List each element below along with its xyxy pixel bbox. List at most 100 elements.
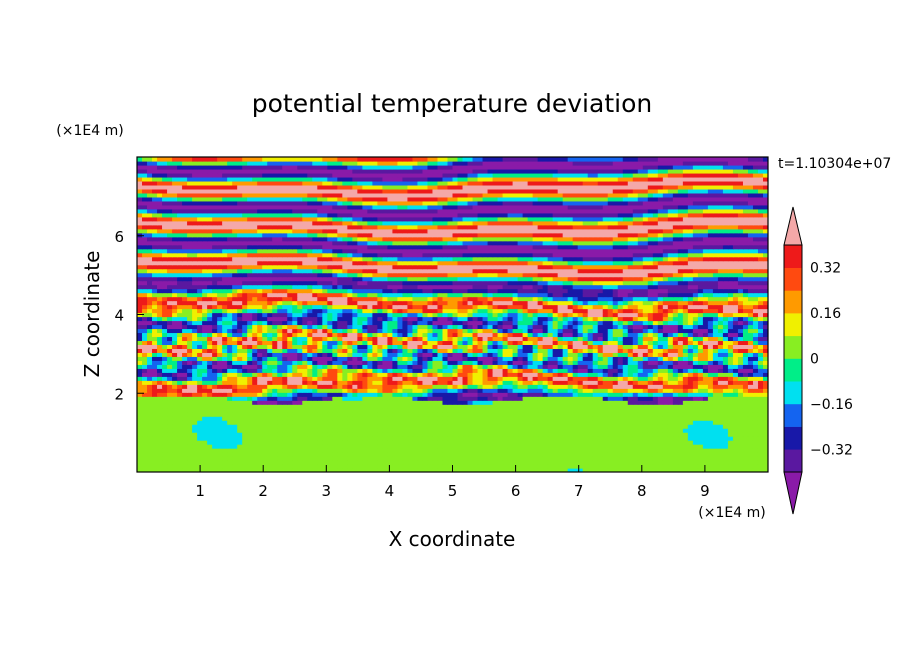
heatmap-cell	[247, 340, 253, 346]
heatmap-cell	[452, 436, 459, 441]
heatmap-cell	[192, 404, 198, 409]
heatmap-cell	[577, 380, 584, 385]
heatmap-cell	[382, 380, 388, 385]
heatmap-cell	[502, 416, 509, 421]
heatmap-cell	[607, 392, 614, 397]
heatmap-cell	[307, 336, 313, 342]
heatmap-cell	[552, 444, 559, 449]
heatmap-cell	[302, 328, 308, 334]
heatmap-cell	[357, 412, 363, 417]
heatmap-cell	[167, 420, 173, 425]
heatmap-cell	[407, 316, 414, 322]
heatmap-cell	[737, 368, 744, 373]
heatmap-cell	[752, 368, 759, 373]
heatmap-cell	[517, 348, 524, 353]
heatmap-cell	[262, 404, 268, 409]
heatmap-cell	[307, 464, 313, 469]
heatmap-cell	[162, 352, 168, 357]
heatmap-cell	[697, 340, 704, 346]
heatmap-cell	[232, 348, 238, 353]
heatmap-cell	[352, 360, 358, 365]
heatmap-cell	[272, 312, 278, 318]
heatmap-cell	[522, 320, 529, 326]
heatmap-cell	[702, 392, 709, 397]
heatmap-cell	[437, 400, 444, 405]
heatmap-cell	[537, 404, 544, 409]
heatmap-cell	[352, 404, 358, 409]
heatmap-cell	[167, 360, 173, 365]
heatmap-cell	[532, 448, 539, 453]
heatmap-cell	[517, 324, 524, 330]
heatmap-cell	[332, 400, 338, 405]
heatmap-cell	[447, 448, 454, 453]
heatmap-cell	[672, 340, 679, 346]
heatmap-cell	[557, 364, 564, 369]
heatmap-cell	[717, 444, 724, 449]
heatmap-cell	[567, 348, 574, 353]
heatmap-cell	[262, 440, 268, 445]
heatmap-cell	[222, 376, 228, 381]
heatmap-cell	[187, 452, 193, 457]
heatmap-cell	[727, 396, 734, 401]
heatmap-cell	[732, 428, 739, 433]
heatmap-cell	[577, 428, 584, 433]
heatmap-cell	[642, 468, 649, 472]
heatmap-cell	[617, 364, 624, 369]
heatmap-cell	[157, 448, 163, 453]
heatmap-cell	[317, 388, 323, 393]
heatmap-cell	[497, 332, 504, 338]
heatmap-cell	[227, 436, 233, 441]
heatmap-cell	[207, 468, 213, 472]
heatmap-cell	[217, 412, 223, 417]
heatmap-cell	[462, 416, 469, 421]
heatmap-cell	[757, 436, 764, 441]
heatmap-cell	[337, 392, 343, 397]
heatmap-cell	[547, 316, 554, 322]
heatmap-cell	[697, 404, 704, 409]
heatmap-cell	[152, 456, 158, 461]
heatmap-cell	[447, 384, 454, 389]
heatmap-cell	[362, 312, 368, 318]
heatmap-cell	[427, 368, 434, 373]
heatmap-cell	[452, 424, 459, 429]
heatmap-cell	[647, 468, 654, 472]
heatmap-cell	[417, 428, 424, 433]
heatmap-cell	[172, 468, 178, 472]
heatmap-cell	[652, 388, 659, 393]
heatmap-cell	[287, 336, 293, 342]
heatmap-cell	[627, 448, 634, 453]
heatmap-cell	[222, 360, 228, 365]
heatmap-cell	[362, 344, 368, 349]
heatmap-cell	[157, 340, 163, 346]
heatmap-cell	[297, 464, 303, 469]
heatmap-cell	[667, 356, 674, 361]
heatmap-cell	[157, 352, 163, 357]
heatmap-cell	[147, 316, 153, 322]
heatmap-cell	[207, 464, 213, 469]
heatmap-cell	[627, 412, 634, 417]
heatmap-cell	[162, 348, 168, 353]
heatmap-cell	[482, 380, 489, 385]
heatmap-cell	[722, 404, 729, 409]
heatmap-cell	[177, 368, 183, 373]
heatmap-cell	[157, 364, 163, 369]
heatmap-cell	[297, 336, 303, 342]
heatmap-cell	[737, 348, 744, 353]
heatmap-cell	[757, 416, 764, 421]
heatmap-cell	[287, 320, 293, 326]
heatmap-cell	[592, 324, 599, 330]
heatmap-cell	[687, 320, 694, 326]
heatmap-cell	[307, 340, 313, 346]
heatmap-cell	[272, 360, 278, 365]
heatmap-cell	[652, 376, 659, 381]
heatmap-cell	[597, 440, 604, 445]
heatmap-cell	[402, 428, 409, 433]
heatmap-cell	[697, 444, 704, 449]
heatmap-cell	[237, 456, 243, 461]
heatmap-cell	[427, 360, 434, 365]
heatmap-cell	[452, 344, 459, 349]
heatmap-cell	[507, 440, 514, 445]
heatmap-cell	[212, 372, 218, 377]
heatmap-cell	[157, 348, 163, 353]
heatmap-cell	[582, 400, 589, 405]
